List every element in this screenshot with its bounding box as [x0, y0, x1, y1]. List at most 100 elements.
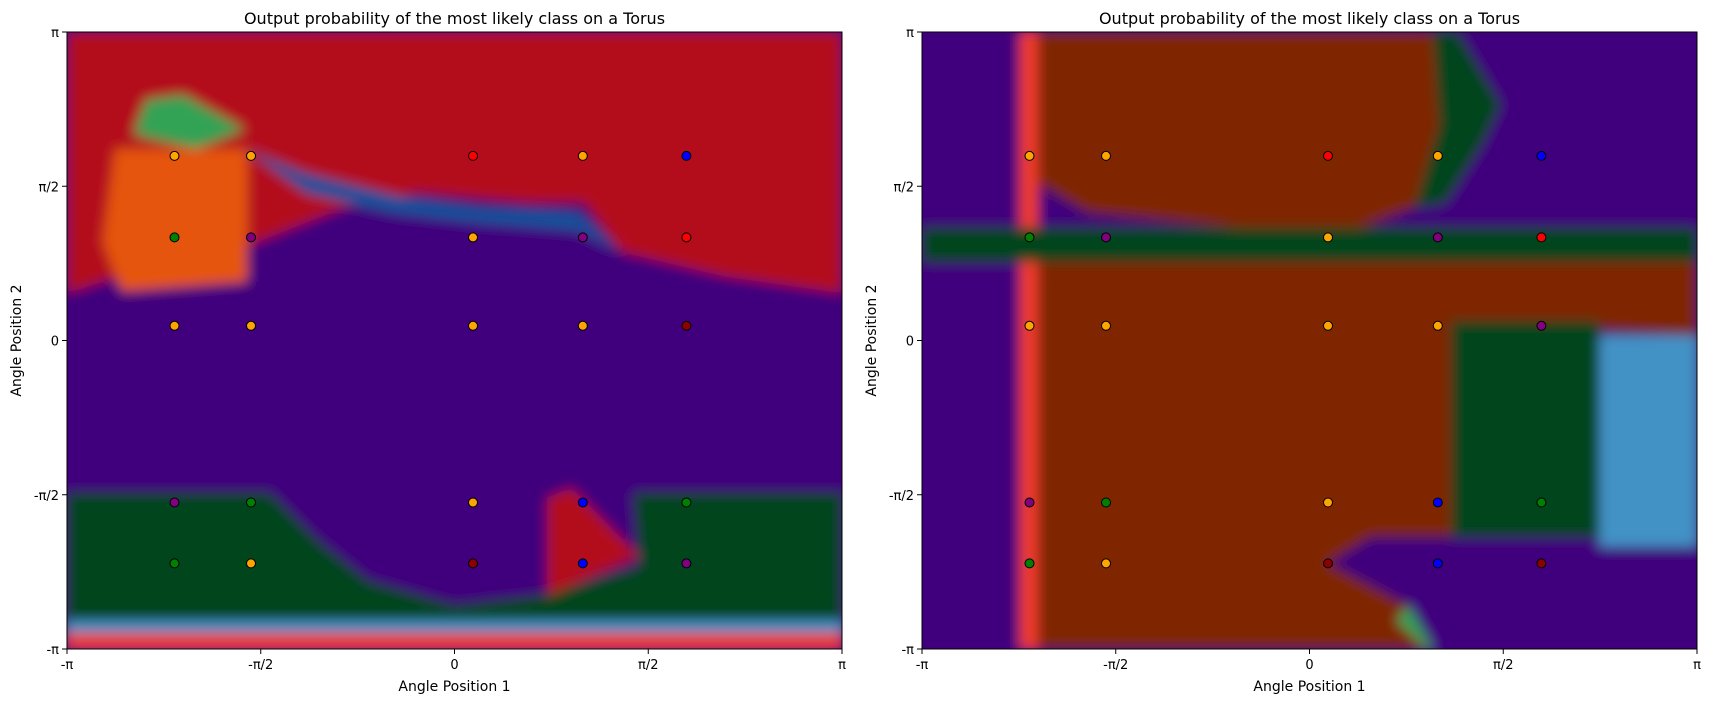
y-tick-label: 0	[51, 335, 59, 350]
heatmap-region-red	[547, 487, 640, 596]
sample-point-red	[1323, 150, 1333, 161]
heatmap-region-red	[67, 32, 842, 294]
x-tick-label: π	[1693, 658, 1701, 673]
sample-point-blue	[577, 497, 588, 508]
right-heatmap	[922, 32, 1697, 649]
sample-point-orange	[468, 320, 478, 331]
sample-point-orange	[1432, 150, 1443, 161]
heatmap-region-green	[133, 95, 245, 149]
sample-point-orange	[468, 497, 478, 508]
sample-point-red	[468, 150, 478, 161]
sample-point-orange	[246, 320, 256, 331]
sample-point-darkred	[1323, 558, 1333, 569]
y-tick-label: π	[51, 26, 59, 41]
x-tick-label: 0	[1305, 658, 1313, 673]
right-x-ticks: -π -π/2 0 π/2 π	[916, 649, 1701, 673]
x-tick-label: 0	[450, 658, 458, 673]
sample-point-orange	[1101, 320, 1111, 331]
heatmap-region-blue	[244, 149, 622, 253]
sample-point-green	[246, 497, 256, 508]
sample-point-darkred	[681, 320, 692, 331]
x-tick-label: -π	[61, 658, 74, 673]
heatmap-region-orange	[1038, 32, 1439, 238]
left-y-axis-label: Angle Position 2	[9, 284, 25, 396]
sample-point-purple	[1024, 497, 1035, 508]
right-sample-points	[1024, 150, 1547, 569]
sample-point-green	[1024, 232, 1035, 243]
right-y-axis-label: Angle Position 2	[864, 284, 880, 396]
sample-point-green	[1101, 497, 1111, 508]
sample-point-blue	[681, 150, 692, 161]
x-tick-label: π/2	[1493, 658, 1513, 673]
left-title: Output probability of the most likely cl…	[244, 9, 665, 28]
sample-point-orange	[1323, 232, 1333, 243]
heatmap-region-green	[1395, 605, 1433, 649]
x-tick-label: π	[838, 658, 846, 673]
sample-point-red	[1536, 232, 1547, 243]
sample-point-purple	[246, 232, 256, 243]
y-tick-label: π	[906, 26, 914, 41]
sample-point-darkred	[1536, 558, 1547, 569]
y-tick-label: -π	[901, 643, 914, 658]
x-tick-label: -π	[916, 658, 929, 673]
sample-point-orange	[1323, 320, 1333, 331]
y-tick-label: -π	[46, 643, 59, 658]
sample-point-orange	[468, 232, 478, 243]
sample-point-purple	[577, 232, 588, 243]
heatmap-region-blue	[1599, 335, 1697, 547]
heatmap-region-purple	[67, 293, 842, 493]
left-heatmap	[67, 32, 842, 649]
x-tick-label: -π/2	[248, 658, 273, 673]
sample-point-darkred	[468, 558, 478, 569]
sample-point-blue	[577, 558, 588, 569]
heatmap-region-green	[67, 492, 842, 621]
y-tick-label: -π/2	[889, 489, 914, 504]
sample-point-purple	[1432, 232, 1443, 243]
left-plot: Output probability of the most likely cl…	[9, 9, 846, 695]
y-tick-label: 0	[906, 335, 914, 350]
sample-point-green	[681, 497, 692, 508]
heatmap-region-green	[1451, 320, 1600, 537]
x-tick-label: π/2	[638, 658, 658, 673]
heatmap-region-blue	[67, 620, 842, 634]
left-sample-points	[169, 150, 692, 569]
sample-point-green	[169, 232, 180, 243]
sample-point-green	[169, 558, 180, 569]
y-tick-label: -π/2	[34, 489, 59, 504]
left-y-ticks: -π -π/2 0 π/2 π	[34, 26, 67, 658]
sample-point-orange	[169, 320, 180, 331]
sample-point-orange	[1101, 150, 1111, 161]
y-tick-label: π/2	[894, 180, 914, 195]
sample-point-blue	[1536, 150, 1547, 161]
right-title: Output probability of the most likely cl…	[1099, 9, 1520, 28]
sample-point-orange	[1024, 320, 1035, 331]
sample-point-orange	[246, 558, 256, 569]
left-x-ticks: -π -π/2 0 π/2 π	[61, 649, 846, 673]
sample-point-purple	[1101, 232, 1111, 243]
sample-point-green	[1024, 558, 1035, 569]
sample-point-blue	[1432, 558, 1443, 569]
y-tick-label: π/2	[39, 180, 59, 195]
sample-point-orange	[577, 320, 588, 331]
sample-point-purple	[169, 497, 180, 508]
right-x-axis-label: Angle Position 1	[1253, 679, 1365, 695]
sample-point-red	[681, 232, 692, 243]
x-tick-label: -π/2	[1103, 658, 1128, 673]
sample-point-orange	[169, 150, 180, 161]
sample-point-green	[1536, 497, 1547, 508]
heatmap-region-red	[67, 633, 842, 649]
right-y-ticks: -π -π/2 0 π/2 π	[889, 26, 922, 658]
sample-point-blue	[1432, 497, 1443, 508]
sample-point-orange	[1432, 320, 1443, 331]
left-x-axis-label: Angle Position 1	[398, 679, 510, 695]
sample-point-orange	[246, 150, 256, 161]
heatmap-region-orange	[1038, 261, 1697, 649]
sample-point-orange	[1101, 558, 1111, 569]
sample-point-orange	[1323, 497, 1333, 508]
heatmap-region-red	[1019, 32, 1039, 649]
heatmap-region-orange	[103, 149, 248, 292]
sample-point-purple	[681, 558, 692, 569]
sample-point-orange	[577, 150, 588, 161]
sample-point-purple	[1536, 320, 1547, 331]
